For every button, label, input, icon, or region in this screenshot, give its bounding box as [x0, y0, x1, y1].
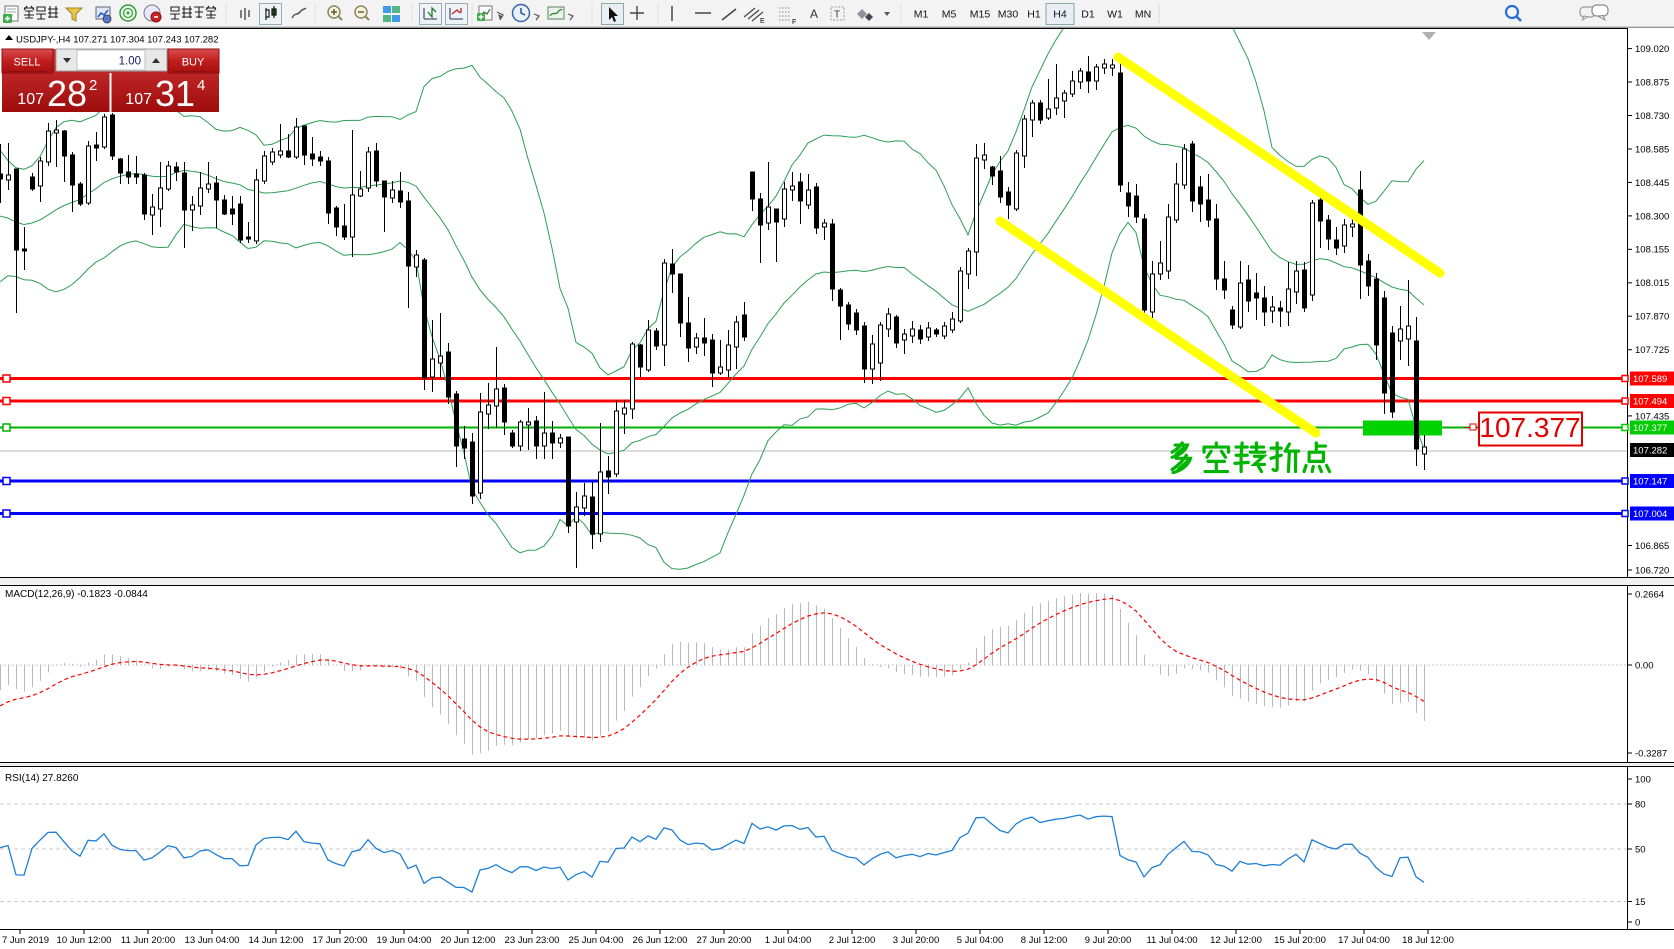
- svg-text:M5: M5: [942, 9, 957, 21]
- svg-text:H4: H4: [1053, 9, 1067, 21]
- svg-text:11 Jul 04:00: 11 Jul 04:00: [1146, 935, 1197, 946]
- svg-text:107.377: 107.377: [1633, 423, 1667, 434]
- svg-text:2: 2: [89, 77, 97, 94]
- svg-text:MACD(12,26,9) -0.1823 -0.0844: MACD(12,26,9) -0.1823 -0.0844: [5, 589, 148, 600]
- svg-text:SELL: SELL: [14, 57, 41, 69]
- svg-text:18 Jul 12:00: 18 Jul 12:00: [1402, 935, 1454, 946]
- svg-text:0.2664: 0.2664: [1635, 589, 1664, 600]
- svg-text:107.725: 107.725: [1635, 345, 1669, 356]
- svg-text:107.147: 107.147: [1633, 477, 1667, 488]
- svg-text:31: 31: [155, 73, 195, 114]
- svg-text:3 Jul 20:00: 3 Jul 20:00: [893, 935, 939, 946]
- svg-text:BUY: BUY: [182, 57, 205, 69]
- svg-text:108.155: 108.155: [1635, 245, 1669, 256]
- svg-text:9 Jul 20:00: 9 Jul 20:00: [1085, 935, 1131, 946]
- svg-text:8 Jul 12:00: 8 Jul 12:00: [1021, 935, 1067, 946]
- svg-text:17 Jul 04:00: 17 Jul 04:00: [1338, 935, 1390, 946]
- svg-text:0: 0: [1635, 917, 1640, 928]
- svg-text:M15: M15: [970, 9, 991, 21]
- svg-text:5 Jul 04:00: 5 Jul 04:00: [957, 935, 1003, 946]
- svg-text:108.445: 108.445: [1635, 178, 1669, 189]
- svg-text:23 Jun 23:00: 23 Jun 23:00: [505, 935, 560, 946]
- svg-text:107.435: 107.435: [1635, 411, 1669, 422]
- svg-text:15 Jul 20:00: 15 Jul 20:00: [1274, 935, 1326, 946]
- svg-text:107.377: 107.377: [1479, 412, 1580, 443]
- svg-text:108.730: 108.730: [1635, 111, 1669, 122]
- svg-text:M1: M1: [914, 9, 929, 21]
- svg-text:F: F: [792, 19, 796, 26]
- svg-text:7 Jun 2019: 7 Jun 2019: [2, 935, 49, 946]
- svg-text:106.720: 106.720: [1635, 565, 1669, 576]
- svg-text:4: 4: [197, 77, 205, 94]
- svg-text:A: A: [810, 7, 818, 21]
- svg-text:25 Jun 04:00: 25 Jun 04:00: [569, 935, 624, 946]
- svg-text:14 Jun 12:00: 14 Jun 12:00: [249, 935, 304, 946]
- svg-text:1.00: 1.00: [119, 56, 141, 68]
- svg-text:12 Jul 12:00: 12 Jul 12:00: [1210, 935, 1262, 946]
- svg-text:RSI(14) 27.8260: RSI(14) 27.8260: [5, 773, 79, 784]
- svg-text:107.282: 107.282: [1633, 446, 1667, 457]
- svg-text:W1: W1: [1107, 9, 1123, 21]
- svg-text:28: 28: [47, 73, 87, 114]
- svg-text:20 Jun 12:00: 20 Jun 12:00: [441, 935, 496, 946]
- svg-text:107.004: 107.004: [1633, 509, 1667, 520]
- svg-text:D1: D1: [1081, 9, 1095, 21]
- svg-text:107.870: 107.870: [1635, 312, 1669, 323]
- svg-text:109.020: 109.020: [1635, 44, 1669, 55]
- svg-text:108.300: 108.300: [1635, 211, 1669, 222]
- svg-text:27 Jun 20:00: 27 Jun 20:00: [697, 935, 752, 946]
- svg-text:15: 15: [1635, 897, 1646, 908]
- svg-text:26 Jun 12:00: 26 Jun 12:00: [633, 935, 688, 946]
- svg-text:10 Jun 12:00: 10 Jun 12:00: [57, 935, 112, 946]
- svg-text:17 Jun 20:00: 17 Jun 20:00: [313, 935, 368, 946]
- svg-text:50: 50: [1635, 844, 1646, 855]
- svg-text:H1: H1: [1027, 9, 1041, 21]
- svg-text:107.589: 107.589: [1633, 374, 1667, 385]
- svg-text:13 Jun 04:00: 13 Jun 04:00: [185, 935, 240, 946]
- svg-text:1 Jul 04:00: 1 Jul 04:00: [765, 935, 811, 946]
- svg-text:2 Jul 12:00: 2 Jul 12:00: [829, 935, 875, 946]
- svg-text:11 Jun 20:00: 11 Jun 20:00: [121, 935, 175, 946]
- svg-text:108.015: 108.015: [1635, 278, 1669, 289]
- svg-text:T: T: [834, 10, 840, 21]
- svg-text:100: 100: [1635, 774, 1651, 785]
- svg-text:108.585: 108.585: [1635, 144, 1669, 155]
- svg-text:E: E: [760, 18, 765, 25]
- svg-text:107: 107: [125, 91, 152, 108]
- svg-text:80: 80: [1635, 799, 1646, 810]
- svg-text:106.865: 106.865: [1635, 541, 1669, 552]
- svg-text:19 Jun 04:00: 19 Jun 04:00: [377, 935, 432, 946]
- svg-text:107: 107: [17, 91, 44, 108]
- svg-text:-0.3287: -0.3287: [1635, 748, 1667, 759]
- svg-text:MN: MN: [1135, 9, 1151, 21]
- svg-text:0.00: 0.00: [1635, 660, 1654, 671]
- svg-text:USDJPY-,H4 107.271 107.304 10: USDJPY-,H4 107.271 107.304 107.243 107.2…: [16, 35, 218, 46]
- svg-text:M30: M30: [998, 9, 1019, 21]
- svg-text:108.875: 108.875: [1635, 77, 1669, 88]
- svg-text:107.494: 107.494: [1633, 397, 1667, 408]
